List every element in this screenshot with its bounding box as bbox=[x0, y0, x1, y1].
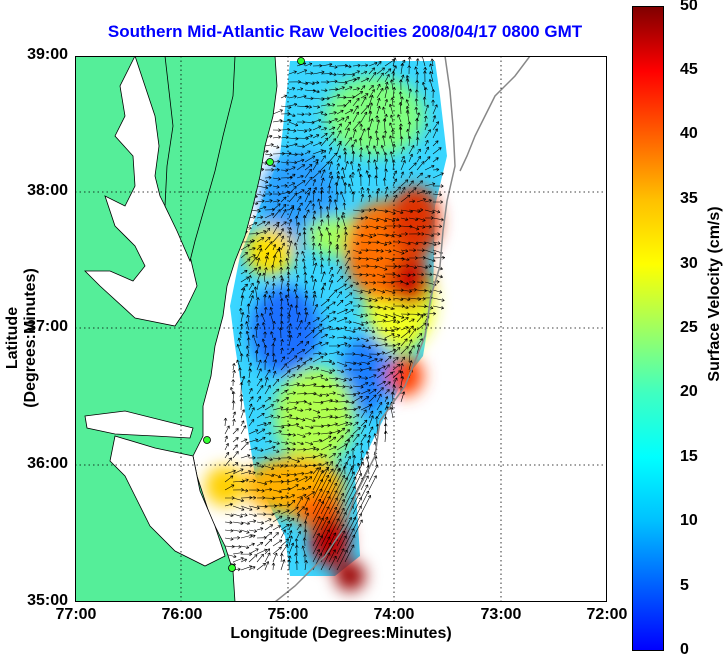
albemarle-sound bbox=[84, 410, 194, 439]
pamlico-sound bbox=[109, 435, 226, 567]
station-marker bbox=[297, 57, 305, 65]
grid-lines bbox=[75, 56, 607, 602]
lat-tick: 39:00 bbox=[27, 46, 68, 63]
radar-stations bbox=[203, 57, 305, 572]
colorbar-tick: 35 bbox=[680, 190, 698, 207]
velocity-field bbox=[205, 61, 447, 591]
lon-tick: 75:00 bbox=[267, 606, 309, 623]
lat-tick: 37:00 bbox=[27, 318, 68, 335]
colorbar-tick: 20 bbox=[680, 383, 698, 400]
x-axis-label: Longitude (Degrees:Minutes) bbox=[230, 625, 452, 642]
lat-tick: 36:00 bbox=[27, 455, 68, 472]
lon-tick: 76:00 bbox=[161, 606, 203, 623]
lat-tick: 35:00 bbox=[27, 592, 68, 609]
delmarva-peninsula bbox=[164, 56, 236, 263]
colorbar-tick: 40 bbox=[680, 125, 698, 142]
plot-frame bbox=[75, 56, 607, 602]
station-marker bbox=[228, 564, 236, 572]
colorbar-tick: 0 bbox=[680, 641, 689, 658]
colorbar-tick: 15 bbox=[680, 448, 698, 465]
colorbar-tick: 30 bbox=[680, 255, 698, 272]
colorbar bbox=[632, 6, 664, 651]
chesapeake-bay bbox=[84, 56, 198, 327]
y-axis-label: Latitude (Degrees:Minutes) bbox=[4, 268, 39, 408]
colorbar-tick: 25 bbox=[680, 319, 698, 336]
map-title: Southern Mid-Atlantic Raw Velocities 200… bbox=[107, 22, 583, 41]
lon-tick: 77:00 bbox=[55, 606, 97, 623]
colorbar-tick: 45 bbox=[680, 61, 698, 78]
velocity-map bbox=[75, 56, 607, 602]
station-marker bbox=[266, 158, 274, 166]
lon-tick: 72:00 bbox=[586, 606, 628, 623]
lon-tick: 74:00 bbox=[373, 606, 415, 623]
lat-tick: 38:00 bbox=[27, 182, 68, 199]
colorbar-tick: 5 bbox=[680, 577, 689, 594]
station-marker bbox=[203, 436, 211, 444]
colorbar-tick: 10 bbox=[680, 512, 698, 529]
lon-tick: 73:00 bbox=[480, 606, 522, 623]
bathymetry-contours bbox=[274, 56, 531, 602]
colorbar-tick: 50 bbox=[680, 0, 698, 14]
colorbar-label: Surface Velocity (cm/s) bbox=[706, 206, 723, 382]
